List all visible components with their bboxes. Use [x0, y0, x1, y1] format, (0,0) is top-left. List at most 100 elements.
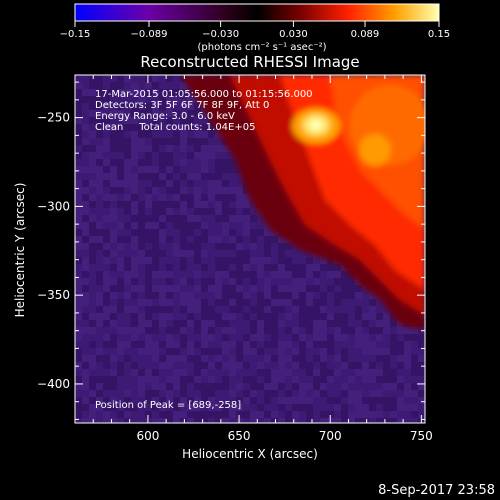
heatmap-cell — [222, 271, 229, 278]
heatmap-cell — [250, 327, 257, 334]
heatmap-cell — [89, 89, 96, 96]
heatmap-cell — [362, 369, 369, 376]
heatmap-cell — [250, 411, 257, 418]
heatmap-cell — [82, 327, 89, 334]
heatmap-cell — [208, 173, 215, 180]
heatmap-cell — [201, 194, 208, 201]
heatmap-cell — [320, 334, 327, 341]
heatmap-cell — [117, 236, 124, 243]
heatmap-cell — [159, 264, 166, 271]
heatmap-cell — [320, 383, 327, 390]
heatmap-cell — [166, 243, 173, 250]
heatmap-cell — [215, 180, 222, 187]
heatmap-cell — [194, 250, 201, 257]
heatmap-cell — [103, 341, 110, 348]
heatmap-cell — [124, 355, 131, 362]
heatmap-cell — [103, 418, 110, 423]
heatmap-cell — [103, 117, 110, 124]
heatmap-cell — [334, 404, 341, 411]
heatmap-cell — [180, 369, 187, 376]
annotation-clean-counts: Clean Total counts: 1.04E+05 — [95, 122, 255, 133]
heatmap-cell — [208, 418, 215, 423]
heatmap-cell — [159, 194, 166, 201]
heatmap-cell — [278, 397, 285, 404]
heatmap-cell — [75, 208, 82, 215]
heatmap-cell — [222, 236, 229, 243]
heatmap-cell — [82, 180, 89, 187]
heatmap-cell — [257, 397, 264, 404]
heatmap-cell — [89, 376, 96, 383]
heatmap-cell — [187, 271, 194, 278]
heatmap-cell — [271, 285, 278, 292]
heatmap-cell — [320, 390, 327, 397]
heatmap-cell — [117, 243, 124, 250]
heatmap-cell — [138, 145, 145, 152]
heatmap-cell — [103, 404, 110, 411]
heatmap-cell — [187, 257, 194, 264]
heatmap-cell — [145, 103, 152, 110]
heatmap-cell — [222, 320, 229, 327]
heatmap-cell — [89, 313, 96, 320]
heatmap-cell — [348, 299, 355, 306]
heatmap-cell — [348, 306, 355, 313]
heatmap-cell — [124, 404, 131, 411]
heatmap-cell — [264, 264, 271, 271]
heatmap-cell — [89, 159, 96, 166]
heatmap-cell — [103, 187, 110, 194]
heatmap-cell — [180, 362, 187, 369]
heatmap-cell — [236, 194, 243, 201]
heatmap-cell — [334, 348, 341, 355]
heatmap-cell — [236, 208, 243, 215]
heatmap-cell — [334, 292, 341, 299]
heatmap-cell — [75, 271, 82, 278]
heatmap-cell — [103, 292, 110, 299]
heatmap-cell — [341, 313, 348, 320]
heatmap-cell — [194, 341, 201, 348]
heatmap-cell — [117, 299, 124, 306]
heatmap-cell — [145, 124, 152, 131]
heatmap-cell — [180, 180, 187, 187]
heatmap-cell — [201, 362, 208, 369]
heatmap-cell — [271, 376, 278, 383]
heatmap-cell — [82, 250, 89, 257]
heatmap-cell — [173, 75, 180, 82]
heatmap-cell — [215, 369, 222, 376]
heatmap-cell — [411, 418, 418, 423]
heatmap-cell — [103, 194, 110, 201]
heatmap-cell — [124, 257, 131, 264]
heatmap-cell — [236, 180, 243, 187]
heatmap-cell — [187, 404, 194, 411]
heatmap-cell — [243, 201, 250, 208]
heatmap-cell — [208, 383, 215, 390]
heatmap-cell — [89, 145, 96, 152]
heatmap-cell — [159, 376, 166, 383]
heatmap-cell — [82, 411, 89, 418]
heatmap-cell — [306, 264, 313, 271]
heatmap-cell — [299, 355, 306, 362]
heatmap-cell — [117, 306, 124, 313]
heatmap-cell — [187, 180, 194, 187]
heatmap-cell — [75, 82, 82, 89]
heatmap-cell — [159, 271, 166, 278]
heatmap-cell — [166, 194, 173, 201]
heatmap-cell — [159, 222, 166, 229]
heatmap-cell — [194, 362, 201, 369]
heatmap-cell — [222, 250, 229, 257]
heatmap-cell — [334, 376, 341, 383]
heatmap-cell — [271, 418, 278, 423]
heatmap-cell — [152, 320, 159, 327]
heatmap-cell — [180, 299, 187, 306]
heatmap-cell — [208, 257, 215, 264]
heatmap-cell — [145, 215, 152, 222]
heatmap-cell — [82, 187, 89, 194]
heatmap-cell — [152, 103, 159, 110]
heatmap-cell — [166, 411, 173, 418]
heatmap-cell — [166, 320, 173, 327]
heatmap-cell — [376, 313, 383, 320]
heatmap-cell — [96, 131, 103, 138]
heatmap-cell — [138, 348, 145, 355]
heatmap-cell — [236, 187, 243, 194]
heatmap-cell — [138, 201, 145, 208]
heatmap-cell — [138, 138, 145, 145]
heatmap-cell — [341, 320, 348, 327]
